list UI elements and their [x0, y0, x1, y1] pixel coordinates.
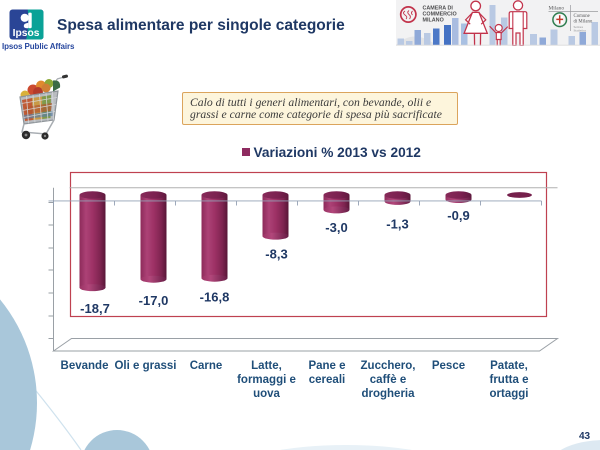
svg-text:Milano: Milano	[549, 5, 565, 11]
svg-text:-3,0: -3,0	[325, 220, 347, 235]
svg-text:Carne: Carne	[190, 360, 223, 372]
svg-text:COMMERCIO: COMMERCIO	[423, 12, 457, 18]
svg-text:Settore: Settore	[574, 25, 584, 29]
svg-text:drogheria: drogheria	[361, 388, 415, 400]
svg-text:Bevande: Bevande	[61, 360, 109, 372]
svg-text:-0,9: -0,9	[447, 208, 469, 223]
svg-text:-18,7: -18,7	[80, 301, 110, 316]
svg-text:Comune: Comune	[574, 14, 590, 19]
svg-text:-16,8: -16,8	[200, 290, 230, 305]
svg-text:Ipsos: Ipsos	[13, 28, 40, 39]
svg-text:MILANO: MILANO	[423, 18, 444, 24]
svg-text:formaggi e: formaggi e	[237, 374, 296, 386]
svg-text:Statistica: Statistica	[574, 29, 587, 33]
svg-text:Latte,: Latte,	[251, 360, 282, 372]
svg-text:caffè e: caffè e	[370, 374, 406, 386]
svg-text:Patate,: Patate,	[490, 360, 528, 372]
svg-text:Zucchero,: Zucchero,	[361, 360, 416, 372]
svg-text:CAMERA DI: CAMERA DI	[423, 6, 454, 12]
svg-text:cereali: cereali	[309, 374, 345, 386]
svg-text:Pesce: Pesce	[432, 360, 465, 372]
svg-text:ortaggi: ortaggi	[490, 388, 529, 400]
svg-text:Oli e grassi: Oli e grassi	[114, 360, 176, 372]
svg-text:di Milano: di Milano	[574, 20, 593, 25]
svg-text:Pane e: Pane e	[308, 360, 345, 372]
svg-text:-1,3: -1,3	[386, 217, 408, 232]
svg-text:uova: uova	[253, 388, 280, 400]
svg-text:frutta e: frutta e	[490, 374, 529, 386]
svg-text:-8,3: -8,3	[265, 247, 287, 262]
svg-text:-17,0: -17,0	[139, 293, 169, 308]
